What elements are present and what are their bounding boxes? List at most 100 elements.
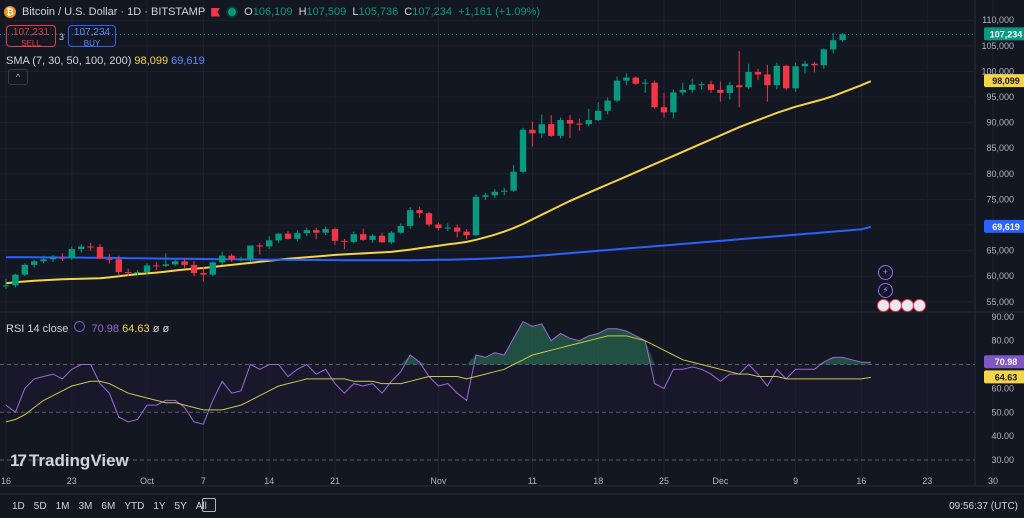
sma-line-1: [5, 80, 872, 285]
candle: [773, 65, 780, 86]
tradingview-logo[interactable]: 17 TradingView: [10, 451, 129, 470]
candle: [369, 235, 376, 240]
price-tick-label: 95,000: [986, 92, 1014, 102]
candle: [707, 84, 715, 90]
candle: [87, 246, 94, 248]
period-5d[interactable]: 5D: [33, 501, 47, 512]
price-badge: 69,619: [992, 222, 1020, 232]
period-all[interactable]: All: [195, 501, 207, 512]
time-tick-label: 9: [793, 476, 798, 486]
candle: [115, 259, 122, 273]
period-selector[interactable]: 1D 5D 1M 3M 6M YTD 1Y 5Y All: [12, 501, 207, 512]
candle: [96, 246, 104, 259]
rsi-badge: 70.98: [995, 357, 1018, 367]
price-tick-label: 90,000: [986, 118, 1014, 128]
period-1y[interactable]: 1Y: [153, 501, 166, 512]
event-flags[interactable]: [877, 299, 926, 312]
ohlc-values: O106,109 H107,509 L105,736 C107,234 +1,1…: [244, 6, 541, 18]
candle: [125, 272, 132, 274]
candle: [613, 80, 621, 101]
symbol-title[interactable]: Bitcoin / U.S. Dollar · 1D · BITSTAMP: [22, 6, 206, 18]
price-tick-label: 55,000: [986, 297, 1014, 307]
market-open-icon: [226, 6, 239, 18]
candle: [839, 34, 846, 41]
rsi-tick-label: 60.00: [991, 383, 1014, 393]
candle: [78, 246, 85, 250]
time-tick-label: Dec: [712, 476, 729, 486]
rsi-tick-label: 90.00: [991, 312, 1014, 322]
sell-button[interactable]: 107,231 SELL: [6, 25, 56, 48]
candle: [378, 235, 386, 243]
candle: [322, 229, 329, 233]
period-5y[interactable]: 5Y: [174, 501, 187, 512]
time-tick-label: Oct: [140, 476, 155, 486]
candle: [783, 65, 790, 89]
sma-legend[interactable]: SMA (7, 30, 50, 100, 200) 98,099 69,619: [6, 55, 205, 67]
utc-clock[interactable]: 09:56:37 (UTC): [949, 501, 1018, 512]
candle: [463, 231, 470, 236]
candle: [106, 258, 113, 260]
candle: [454, 227, 461, 232]
period-1d[interactable]: 1D: [12, 501, 25, 512]
candle: [388, 232, 395, 243]
price-tick-label: 65,000: [986, 246, 1014, 256]
price-tick-label: 80,000: [986, 169, 1014, 179]
price-tick-label: 85,000: [986, 143, 1014, 153]
period-1m[interactable]: 1M: [55, 501, 70, 512]
candle: [548, 124, 555, 136]
candle: [12, 274, 19, 286]
candle: [209, 262, 216, 275]
candle: [284, 233, 292, 239]
candle: [820, 49, 827, 66]
candle: [595, 110, 602, 121]
candle: [181, 261, 188, 265]
candle: [660, 107, 668, 113]
candle: [501, 190, 508, 192]
rsi-legend[interactable]: RSI 14 close 70.98 64.63 ø ø: [6, 321, 170, 335]
candle: [153, 265, 160, 267]
candle: [49, 257, 57, 260]
price-tick-label: 105,000: [981, 41, 1014, 51]
price-change: +1,161 (+1.09%): [458, 6, 541, 18]
candle: [576, 123, 583, 125]
candlestick-series[interactable]: [0, 32, 975, 289]
time-tick-label: 16: [1, 476, 11, 486]
candle: [200, 273, 207, 275]
candle: [162, 264, 169, 266]
price-badge: 107,234: [990, 29, 1023, 39]
rsi-background-band: [0, 364, 975, 413]
candle: [482, 195, 489, 197]
candle: [294, 233, 301, 239]
candle: [247, 245, 254, 260]
calendar-icon[interactable]: [202, 498, 216, 512]
candle: [40, 259, 47, 262]
time-tick-label: 23: [922, 476, 932, 486]
period-ytd[interactable]: YTD: [124, 501, 145, 512]
tradingview-mark: 17: [10, 451, 27, 470]
symbol-legend[interactable]: ₿ Bitcoin / U.S. Dollar · 1D · BITSTAMP …: [4, 6, 543, 18]
period-3m[interactable]: 3M: [78, 501, 93, 512]
candle: [519, 129, 527, 172]
buy-button[interactable]: 107,234 BUY: [68, 25, 116, 48]
candle: [538, 124, 545, 134]
price-tick-label: 75,000: [986, 194, 1014, 204]
candle: [689, 84, 696, 90]
rsi-line-2: [5, 335, 871, 423]
candle: [425, 213, 433, 225]
add-alert-icon[interactable]: +: [878, 265, 893, 280]
candle: [59, 257, 66, 259]
lightning-icon[interactable]: ⚡: [878, 283, 893, 298]
collapse-legend-button[interactable]: ^: [8, 69, 28, 85]
flag-icon[interactable]: [211, 7, 221, 17]
rsi-tick-label: 40.00: [991, 431, 1014, 441]
time-tick-label: 11: [528, 476, 537, 486]
sma-lines: [5, 80, 872, 285]
candle: [726, 85, 733, 93]
candle: [68, 249, 75, 259]
candle: [510, 171, 517, 191]
period-6m[interactable]: 6M: [101, 501, 116, 512]
candle: [670, 92, 677, 113]
candle: [407, 210, 414, 227]
price-badge-bg: [984, 27, 1024, 41]
